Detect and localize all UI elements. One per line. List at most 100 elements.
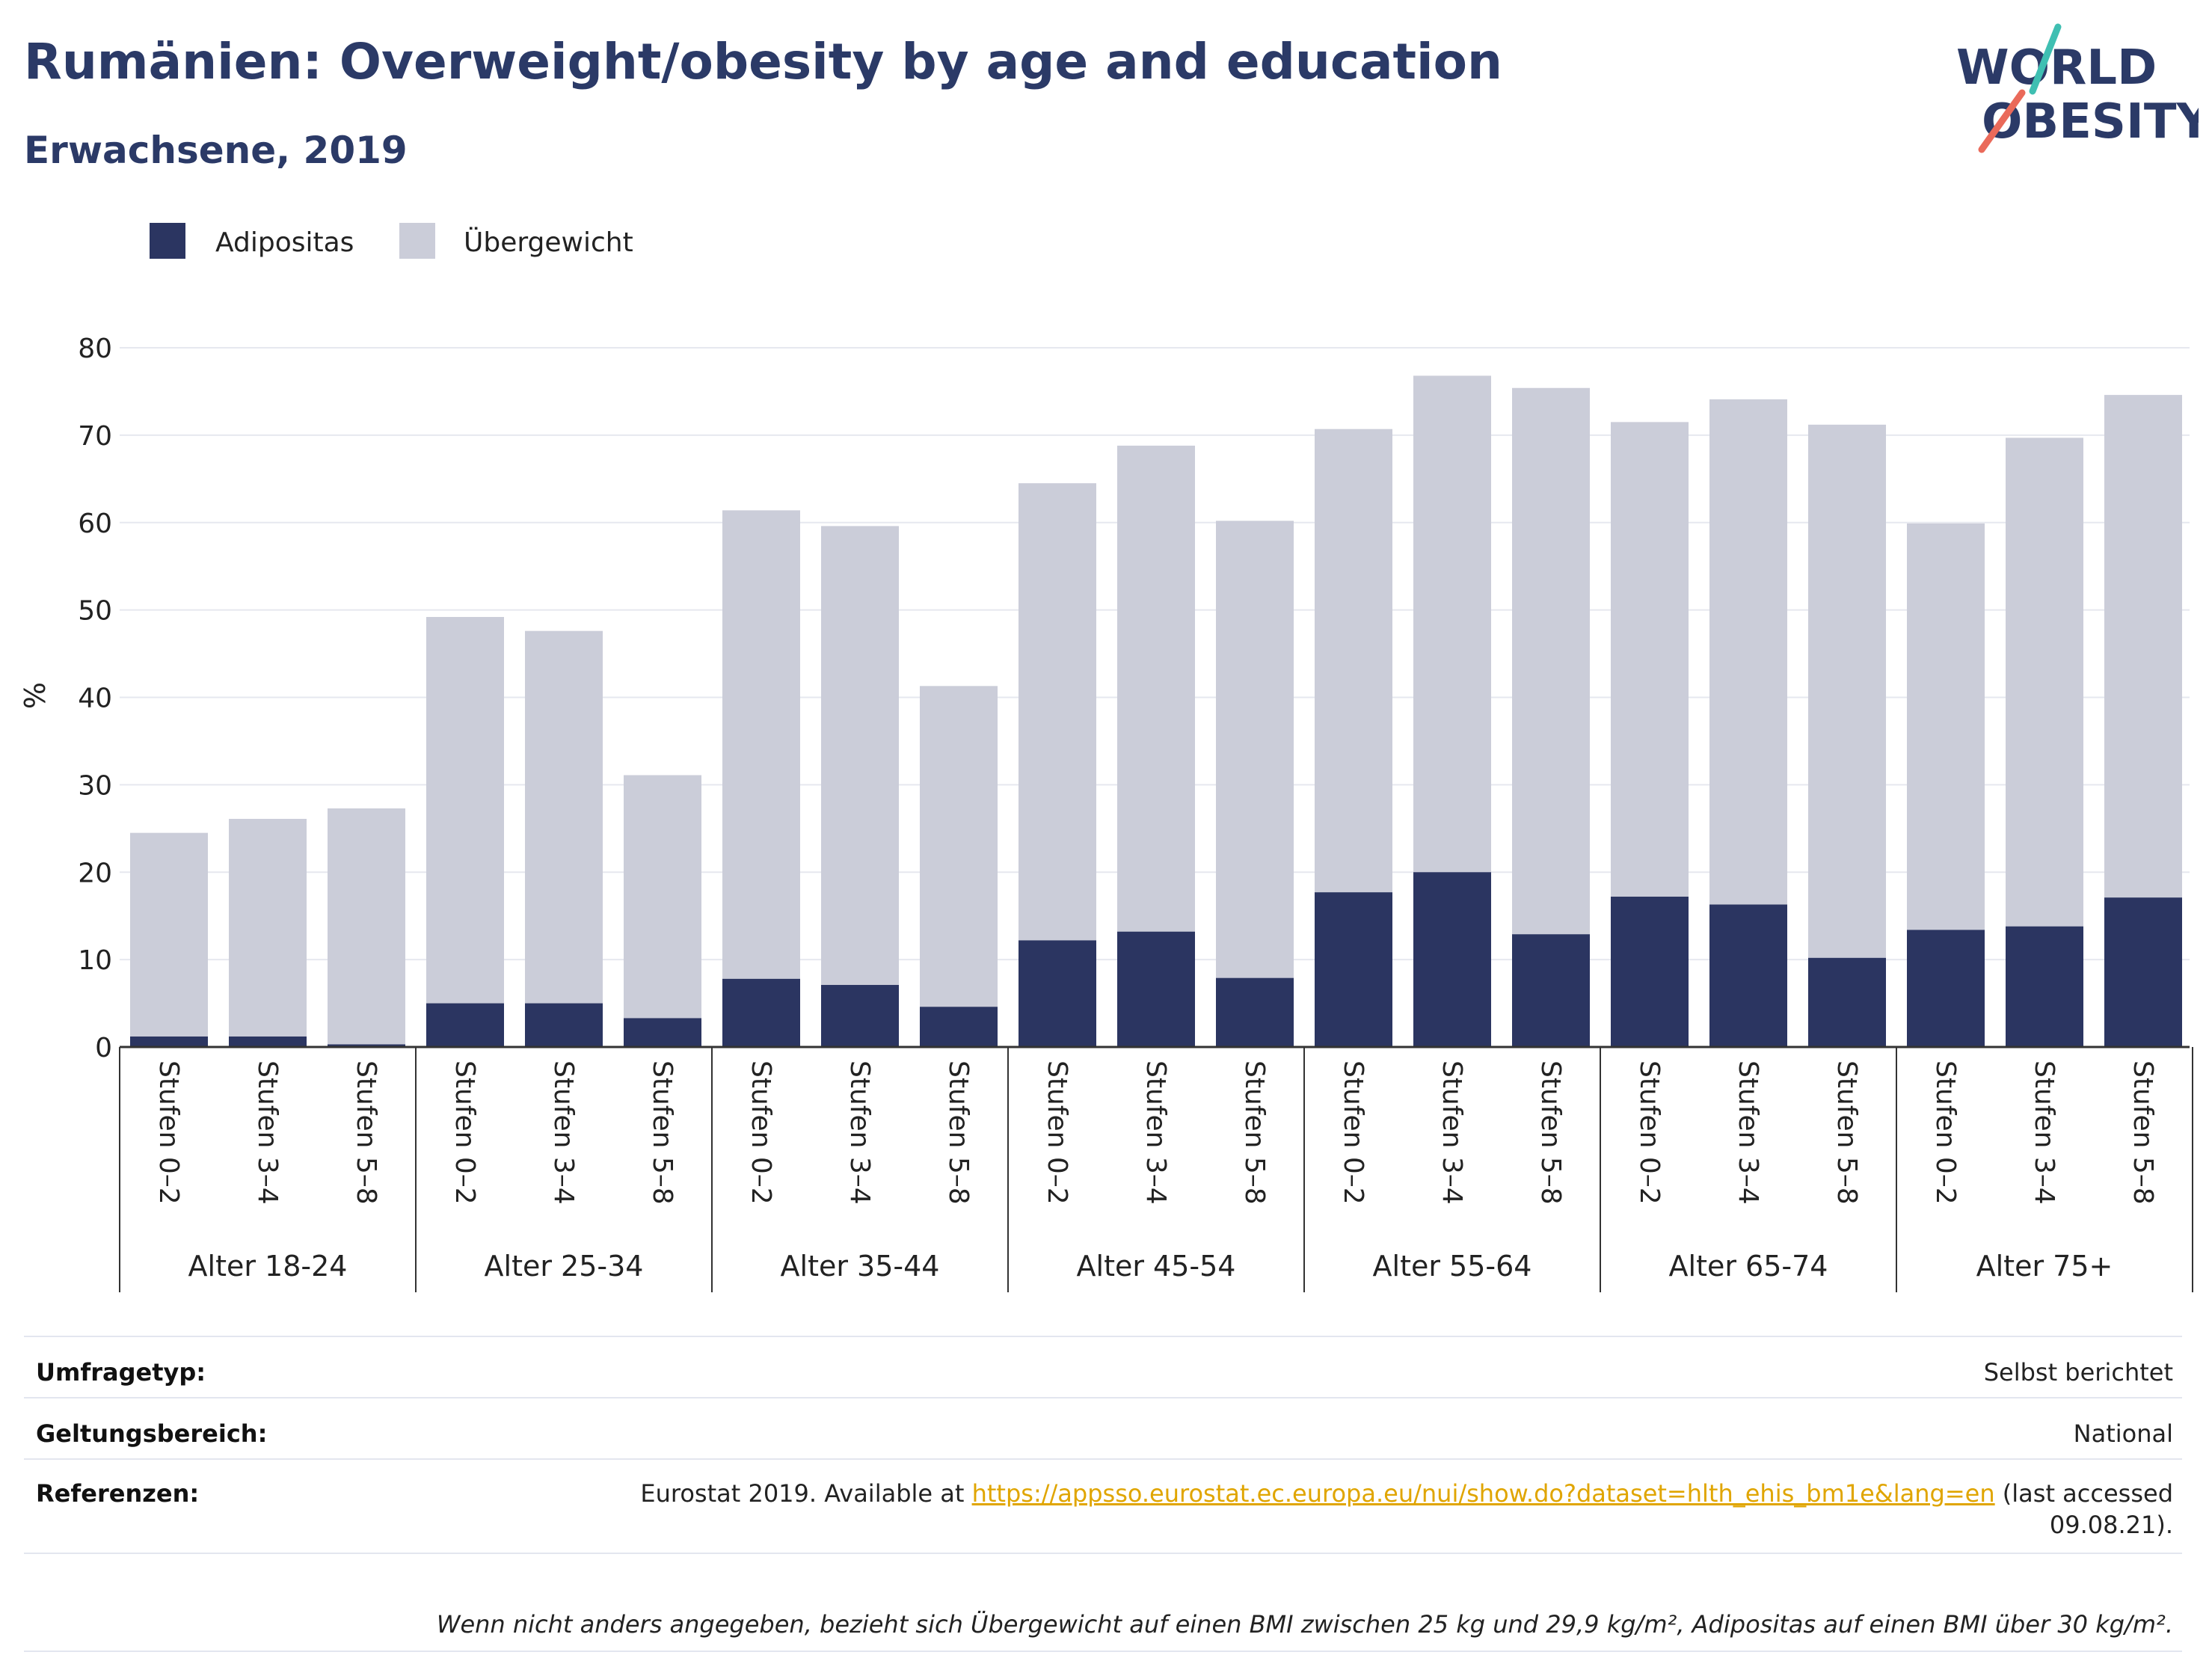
bar-uebergewicht <box>722 510 800 979</box>
x-tick-label: Stufen 3–4 <box>252 1060 283 1205</box>
bottom-rule <box>24 1651 2182 1652</box>
x-tick-label: Stufen 5–8 <box>943 1060 974 1205</box>
bar-uebergewicht <box>624 775 701 1019</box>
survey-type-value: Selbst berichtet <box>1983 1358 2173 1387</box>
group-separators <box>119 1047 2193 1292</box>
x-tick-label: Stufen 3–4 <box>1733 1060 1763 1205</box>
group-label: Alter 35-44 <box>781 1250 940 1283</box>
y-tick-label: 0 <box>95 1033 112 1063</box>
survey-type-label: Umfragetyp: <box>36 1358 206 1387</box>
bar-adipositas <box>1216 977 1294 1047</box>
bar-uebergewicht <box>2006 437 2083 927</box>
legend-label-adipositas: Adipositas <box>215 227 354 258</box>
bar-uebergewicht <box>328 808 405 1045</box>
bar-uebergewicht <box>1315 429 1392 893</box>
x-tick-label: Stufen 0–2 <box>1634 1060 1665 1205</box>
meta-row-references: Referenzen: Eurostat 2019. Available at … <box>24 1458 2182 1554</box>
group-label: Alter 25-34 <box>485 1250 644 1283</box>
legend: Adipositas Übergewicht <box>150 223 633 259</box>
x-tick-label: Stufen 5–8 <box>2127 1060 2158 1205</box>
bar-uebergewicht <box>229 818 307 1037</box>
x-tick-label: Stufen 3–4 <box>1140 1060 1171 1205</box>
y-tick-label: 70 <box>78 421 112 452</box>
legend-swatch-uebergewicht <box>399 223 435 259</box>
bar-uebergewicht <box>1907 523 1985 930</box>
y-tick-label: 50 <box>78 596 112 627</box>
x-tick-label: Stufen 0–2 <box>746 1060 776 1205</box>
x-axis-labels: Stufen 0–2 Stufen 3–4 Stufen 5–8 Stufen 0–2… <box>153 1060 2158 1205</box>
x-tick-label: Stufen 0–2 <box>1042 1060 1072 1205</box>
bar-uebergewicht <box>1413 375 1491 873</box>
bar-uebergewicht <box>1512 387 1590 935</box>
group-label: Alter 55-64 <box>1373 1250 1532 1283</box>
chart-subtitle: Erwachsene, 2019 <box>24 129 408 172</box>
references-prefix: Eurostat 2019. Available at <box>640 1479 972 1508</box>
bar-adipositas <box>1512 934 1590 1047</box>
x-tick-label: Stufen 0–2 <box>1930 1060 1961 1205</box>
bar-uebergewicht <box>1019 483 1096 941</box>
x-tick-label: Stufen 5–8 <box>1535 1060 1566 1205</box>
group-label: Alter 75+ <box>1976 1250 2113 1283</box>
x-tick-label: Stufen 0–2 <box>449 1060 480 1205</box>
group-label: Alter 65-74 <box>1669 1250 1828 1283</box>
x-tick-label: Stufen 0–2 <box>1338 1060 1368 1205</box>
chart-title: Rumänien: Overweight/obesity by age and … <box>24 33 1503 90</box>
references-label: Referenzen: <box>36 1479 200 1508</box>
bar-adipositas <box>130 1036 208 1047</box>
meta-row-survey-type: Umfragetyp: Selbst berichtet <box>24 1336 2182 1398</box>
bar-uebergewicht <box>1216 521 1294 978</box>
bar-adipositas <box>1808 957 1886 1047</box>
references-suffix: (last accessed <box>1994 1479 2173 1508</box>
bar-adipositas <box>920 1007 998 1047</box>
bar-uebergewicht <box>1117 445 1195 932</box>
bar-adipositas <box>722 978 800 1047</box>
x-tick-label: Stufen 0–2 <box>153 1060 184 1205</box>
legend-swatch-adipositas <box>150 223 185 259</box>
bar-uebergewicht <box>821 526 899 986</box>
meta-row-footnote <box>24 1553 2182 1554</box>
bar-adipositas <box>1117 931 1195 1047</box>
legend-label-uebergewicht: Übergewicht <box>464 227 633 258</box>
x-tick-label: Stufen 5–8 <box>1239 1060 1270 1205</box>
bar-adipositas <box>2104 897 2182 1047</box>
y-axis-label: % <box>19 682 52 709</box>
bar-uebergewicht <box>1611 422 1689 897</box>
bar-adipositas <box>1315 892 1392 1047</box>
bar-adipositas <box>328 1044 405 1047</box>
chart-area: Adipositas Übergewicht 0 10 20 30 40 50 60 70 80… <box>19 223 2193 1292</box>
bar-adipositas <box>1907 930 1985 1047</box>
y-tick-label: 20 <box>78 858 112 888</box>
y-tick-label: 40 <box>78 684 112 714</box>
x-tick-label: Stufen 3–4 <box>2029 1060 2059 1205</box>
bars <box>130 375 2182 1047</box>
bar-uebergewicht <box>525 630 603 1004</box>
y-tick-label: 60 <box>78 509 112 539</box>
bar-adipositas <box>2006 926 2083 1047</box>
logo-slash-coral <box>1978 89 2026 153</box>
bar-uebergewicht <box>1808 424 1886 958</box>
bar-adipositas <box>1611 896 1689 1047</box>
footnote: Wenn nicht anders angegeben, bezieht sic… <box>436 1610 2173 1639</box>
y-tick-label: 80 <box>78 334 112 364</box>
y-tick-label: 30 <box>78 770 112 801</box>
bar-adipositas <box>229 1036 307 1047</box>
x-tick-label: Stufen 5–8 <box>351 1060 381 1205</box>
references-link[interactable]: https://appsso.eurostat.ec.europa.eu/nui… <box>971 1479 1995 1508</box>
bar-adipositas <box>525 1003 603 1047</box>
logo-slash-teal <box>2029 23 2062 95</box>
x-tick-label: Stufen 5–8 <box>647 1060 678 1205</box>
group-label: Alter 18-24 <box>188 1250 348 1283</box>
bar-adipositas <box>624 1018 701 1047</box>
bar-uebergewicht <box>426 616 504 1004</box>
references-line1: Eurostat 2019. Available at https://apps… <box>640 1479 2173 1508</box>
meta-row-scope: Geltungsbereich: National <box>24 1397 2182 1460</box>
bar-uebergewicht <box>920 686 998 1007</box>
group-label: Alter 45-54 <box>1077 1250 1236 1283</box>
bar-adipositas <box>1709 904 1787 1047</box>
x-tick-label: Stufen 3–4 <box>844 1060 875 1205</box>
bar-adipositas <box>426 1003 504 1047</box>
bar-adipositas <box>1413 872 1491 1047</box>
references-date: 09.08.21). <box>2049 1511 2173 1539</box>
x-tick-label: Stufen 3–4 <box>548 1060 579 1205</box>
scope-value: National <box>2073 1419 2173 1448</box>
